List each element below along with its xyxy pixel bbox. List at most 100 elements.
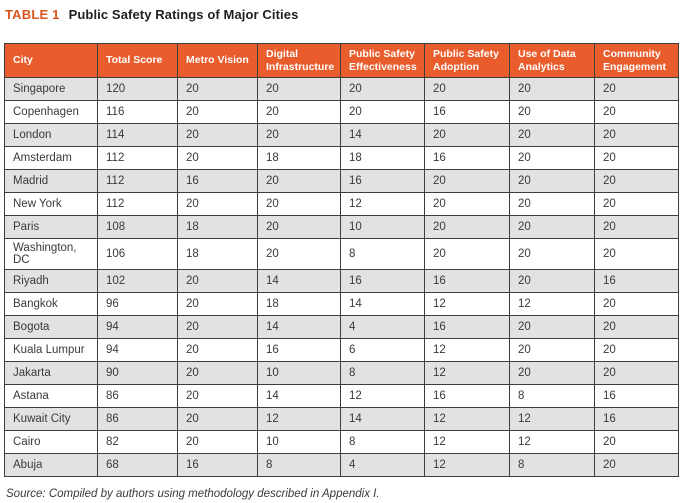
score-cell: 14 xyxy=(257,384,341,408)
score-cell: 16 xyxy=(424,384,510,408)
score-cell: 16 xyxy=(424,146,510,170)
score-cell: 12 xyxy=(509,430,595,454)
score-cell: 20 xyxy=(257,123,341,147)
score-cell: 20 xyxy=(257,77,341,101)
score-cell: 20 xyxy=(177,100,258,124)
score-cell: 18 xyxy=(257,292,341,316)
table-row: Paris 108 18 20 10 20 20 20 xyxy=(4,215,679,239)
score-cell: 20 xyxy=(509,146,595,170)
score-cell: 20 xyxy=(594,292,679,316)
table-row: Bangkok 96 20 18 14 12 12 20 xyxy=(4,292,679,316)
score-cell: 20 xyxy=(257,238,341,270)
table-row: Copenhagen 116 20 20 20 16 20 20 xyxy=(4,100,679,124)
score-cell: 86 xyxy=(97,407,178,431)
table-row: Washington, DC 106 18 20 8 20 20 20 xyxy=(4,238,679,270)
score-cell: 20 xyxy=(594,453,679,477)
score-cell: 8 xyxy=(340,238,425,270)
column-header: Metro Vision xyxy=(177,43,258,78)
score-cell: 16 xyxy=(177,453,258,477)
score-cell: 12 xyxy=(509,407,595,431)
score-cell: 20 xyxy=(177,292,258,316)
score-cell: 20 xyxy=(594,169,679,193)
score-cell: 8 xyxy=(340,430,425,454)
city-cell: Bangkok xyxy=(4,292,98,316)
score-cell: 12 xyxy=(257,407,341,431)
column-header: City xyxy=(4,43,98,78)
city-cell: Paris xyxy=(4,215,98,239)
table-header-row: City Total Score Metro Vision Digital Infra… xyxy=(4,43,679,78)
score-cell: 96 xyxy=(97,292,178,316)
score-cell: 20 xyxy=(257,100,341,124)
ratings-table: City Total Score Metro Vision Digital Infra… xyxy=(4,43,679,477)
column-header: Community Engagement xyxy=(594,43,679,78)
score-cell: 120 xyxy=(97,77,178,101)
score-cell: 18 xyxy=(257,146,341,170)
score-cell: 4 xyxy=(340,453,425,477)
table-row: Abuja 68 16 8 4 12 8 20 xyxy=(4,453,679,477)
score-cell: 20 xyxy=(424,192,510,216)
city-cell: Kuwait City xyxy=(4,407,98,431)
score-cell: 14 xyxy=(340,292,425,316)
score-cell: 14 xyxy=(257,315,341,339)
score-cell: 82 xyxy=(97,430,178,454)
score-cell: 4 xyxy=(340,315,425,339)
score-cell: 16 xyxy=(424,315,510,339)
score-cell: 20 xyxy=(509,192,595,216)
score-cell: 8 xyxy=(509,453,595,477)
score-cell: 20 xyxy=(177,77,258,101)
score-cell: 20 xyxy=(424,77,510,101)
score-cell: 108 xyxy=(97,215,178,239)
score-cell: 12 xyxy=(424,407,510,431)
table-row: Jakarta 90 20 10 8 12 20 20 xyxy=(4,361,679,385)
table-row: Kuala Lumpur 94 20 16 6 12 20 20 xyxy=(4,338,679,362)
score-cell: 12 xyxy=(509,292,595,316)
score-cell: 6 xyxy=(340,338,425,362)
score-cell: 20 xyxy=(594,192,679,216)
column-header: Total Score xyxy=(97,43,178,78)
score-cell: 20 xyxy=(509,215,595,239)
score-cell: 116 xyxy=(97,100,178,124)
city-cell: New York xyxy=(4,192,98,216)
score-cell: 20 xyxy=(424,123,510,147)
city-cell: Jakarta xyxy=(4,361,98,385)
score-cell: 8 xyxy=(340,361,425,385)
table-row: Cairo 82 20 10 8 12 12 20 xyxy=(4,430,679,454)
score-cell: 20 xyxy=(594,123,679,147)
score-cell: 94 xyxy=(97,315,178,339)
score-cell: 18 xyxy=(177,215,258,239)
table-row: London 114 20 20 14 20 20 20 xyxy=(4,123,679,147)
score-cell: 68 xyxy=(97,453,178,477)
city-cell: Copenhagen xyxy=(4,100,98,124)
table-title-text: Public Safety Ratings of Major Cities xyxy=(68,7,299,22)
score-cell: 10 xyxy=(257,430,341,454)
score-cell: 16 xyxy=(257,338,341,362)
score-cell: 10 xyxy=(340,215,425,239)
column-header: Digital Infrastructure xyxy=(257,43,341,78)
score-cell: 90 xyxy=(97,361,178,385)
score-cell: 20 xyxy=(257,192,341,216)
score-cell: 14 xyxy=(257,269,341,293)
city-cell: Madrid xyxy=(4,169,98,193)
score-cell: 20 xyxy=(177,269,258,293)
table-number-label: TABLE 1 xyxy=(5,7,60,22)
score-cell: 20 xyxy=(257,215,341,239)
score-cell: 16 xyxy=(340,269,425,293)
score-cell: 20 xyxy=(340,77,425,101)
score-cell: 20 xyxy=(177,407,258,431)
city-cell: Bogota xyxy=(4,315,98,339)
score-cell: 114 xyxy=(97,123,178,147)
city-cell: Singapore xyxy=(4,77,98,101)
score-cell: 12 xyxy=(340,192,425,216)
score-cell: 20 xyxy=(509,100,595,124)
score-cell: 16 xyxy=(424,100,510,124)
score-cell: 20 xyxy=(177,192,258,216)
table-row: Singapore 120 20 20 20 20 20 20 xyxy=(4,77,679,101)
score-cell: 20 xyxy=(177,315,258,339)
score-cell: 20 xyxy=(424,169,510,193)
score-cell: 16 xyxy=(594,384,679,408)
score-cell: 10 xyxy=(257,361,341,385)
score-cell: 16 xyxy=(594,269,679,293)
score-cell: 16 xyxy=(594,407,679,431)
score-cell: 112 xyxy=(97,146,178,170)
